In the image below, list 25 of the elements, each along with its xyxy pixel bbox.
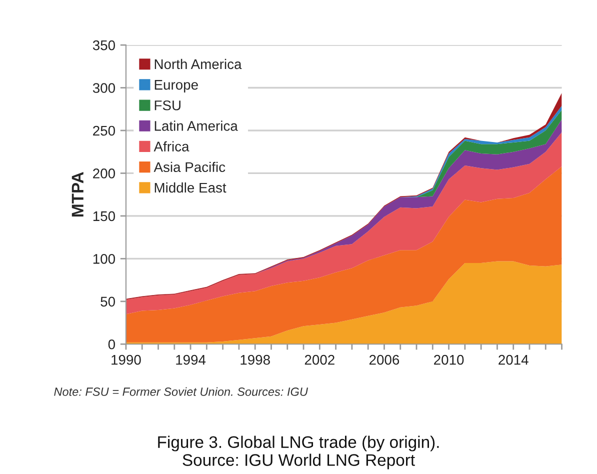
legend-label: Middle East — [154, 182, 226, 193]
x-tick-label: 2006 — [369, 354, 400, 365]
x-tick-label: 1994 — [176, 354, 206, 365]
y-tick-label: 150 — [93, 211, 116, 222]
y-tick-label: 100 — [93, 254, 116, 264]
y-tick-label: 250 — [93, 126, 116, 136]
x-tick-label: 1998 — [240, 354, 270, 365]
legend-label: Latin America — [154, 120, 238, 131]
y-tick-label: 0 — [108, 339, 116, 350]
legend-label: Africa — [154, 141, 190, 152]
legend-label: North America — [154, 58, 242, 70]
y-tick-label: 50 — [100, 296, 116, 307]
text: Note: FSU = Former Soviet Union. Sources: IGU — [54, 387, 308, 396]
x-tick-label: 1990 — [112, 354, 141, 365]
legend-label: Asia Pacific — [154, 162, 226, 172]
y-tick-label: 200 — [93, 168, 116, 178]
y-axis-title: MTPA — [72, 172, 84, 216]
legend-label: FSU — [154, 100, 180, 110]
x-tick-label: 2002 — [304, 354, 334, 365]
y-tick-label: 300 — [92, 83, 116, 93]
x-tick-label: 2010 — [434, 354, 464, 365]
x-tick-label: 2014 — [498, 354, 528, 365]
caption: Figure 3. Global LNG trade (by origin). Source: IGU World LNG Report — [158, 436, 439, 470]
y-tick-label: 350 — [92, 40, 116, 50]
legend-label: Europe — [154, 80, 198, 92]
